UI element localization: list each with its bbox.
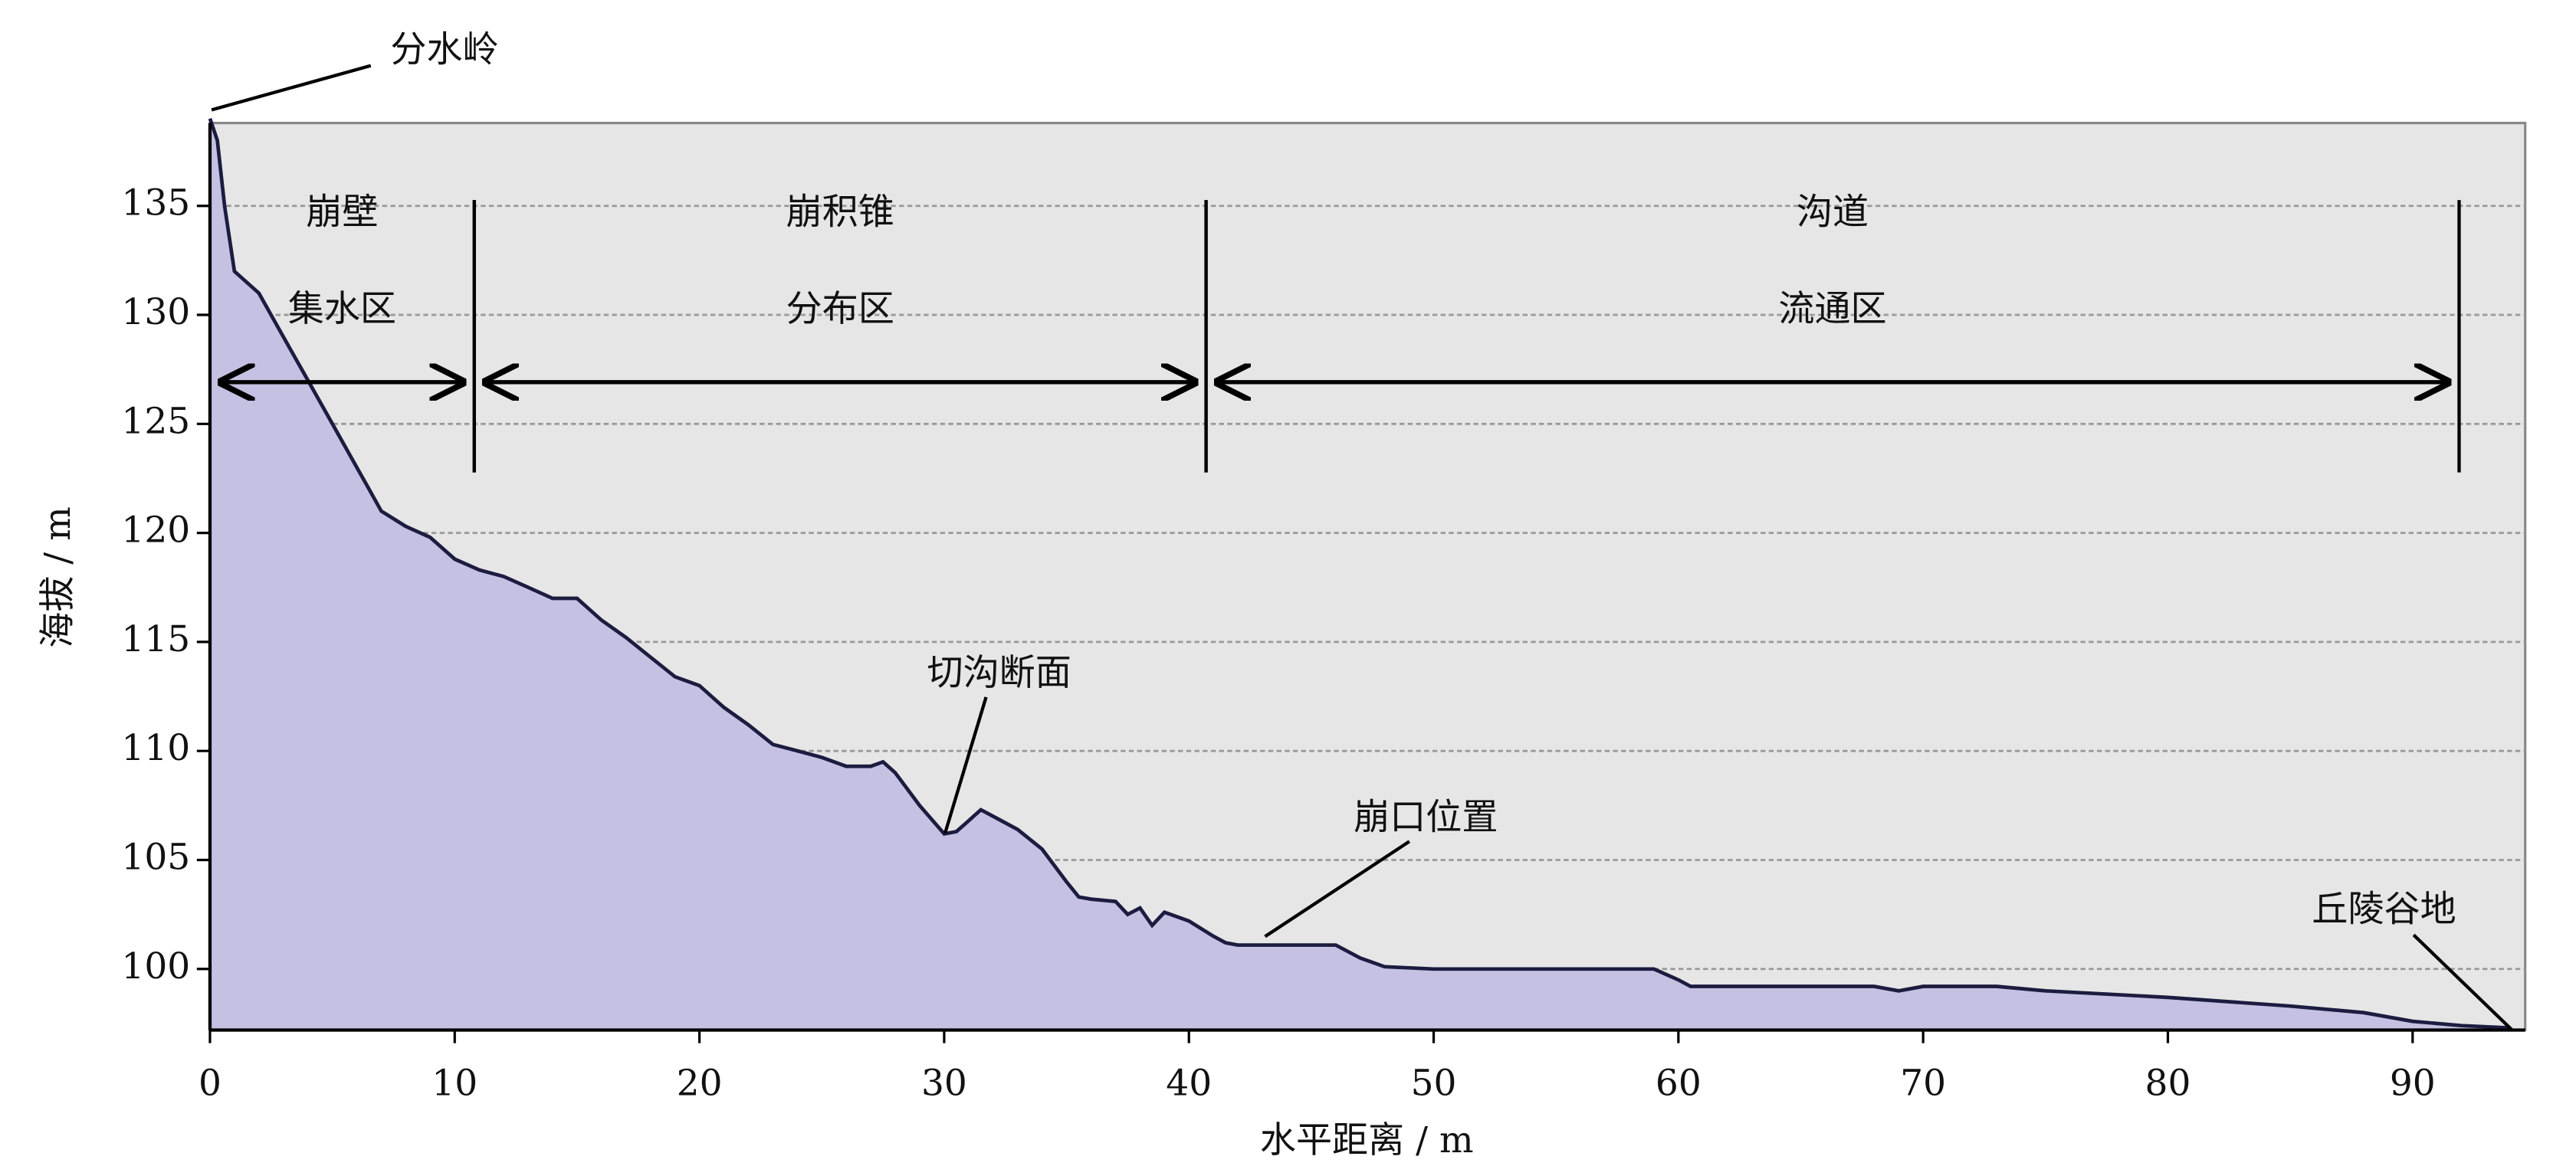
x-tick-label: 10	[432, 1062, 477, 1104]
y-tick-label: 135	[121, 182, 190, 224]
x-tick-label: 30	[921, 1062, 967, 1104]
zone-sublabel: 分布区	[786, 288, 894, 330]
zone-sublabel: 流通区	[1778, 288, 1886, 330]
y-tick-label: 125	[121, 400, 190, 442]
x-axis-label: 水平距离 / m	[1260, 1119, 1474, 1161]
x-tick-label: 90	[2390, 1062, 2436, 1104]
x-tick-label: 20	[677, 1062, 723, 1104]
x-tick-label: 80	[2145, 1062, 2191, 1104]
zone-label: 崩壁	[306, 191, 378, 233]
x-tick-label: 40	[1166, 1062, 1212, 1104]
profile-line	[208, 118, 2511, 1030]
x-tick-label: 60	[1656, 1062, 1701, 1104]
y-tick-label: 100	[121, 945, 190, 988]
annotation-pointer	[211, 64, 372, 112]
annotation: 分水岭	[390, 29, 498, 71]
y-tick-label: 105	[121, 836, 190, 878]
area	[209, 118, 2511, 1030]
x-tick-label: 0	[199, 1062, 222, 1104]
zone-sublabel: 集水区	[288, 288, 396, 330]
zone-label: 崩积锥	[786, 191, 894, 233]
y-tick-label: 120	[121, 509, 190, 552]
y-axis-label: 海拔 / m	[37, 506, 79, 648]
x-tick-label: 50	[1411, 1062, 1457, 1104]
x-tick-label: 70	[1900, 1062, 1946, 1104]
annotation: 崩口位置	[1354, 796, 1498, 838]
y-tick-label: 130	[121, 291, 190, 333]
y-tick-label: 115	[121, 618, 190, 660]
y-tick-label: 110	[121, 727, 190, 769]
annotation: 切沟断面	[927, 652, 1071, 694]
annotation-pointer	[943, 696, 988, 834]
annotation: 丘陵谷地	[2312, 888, 2456, 930]
annotation-pointer	[2412, 933, 2514, 1032]
annotation-pointer	[1264, 840, 1411, 939]
zone-label: 沟道	[1797, 191, 1869, 233]
